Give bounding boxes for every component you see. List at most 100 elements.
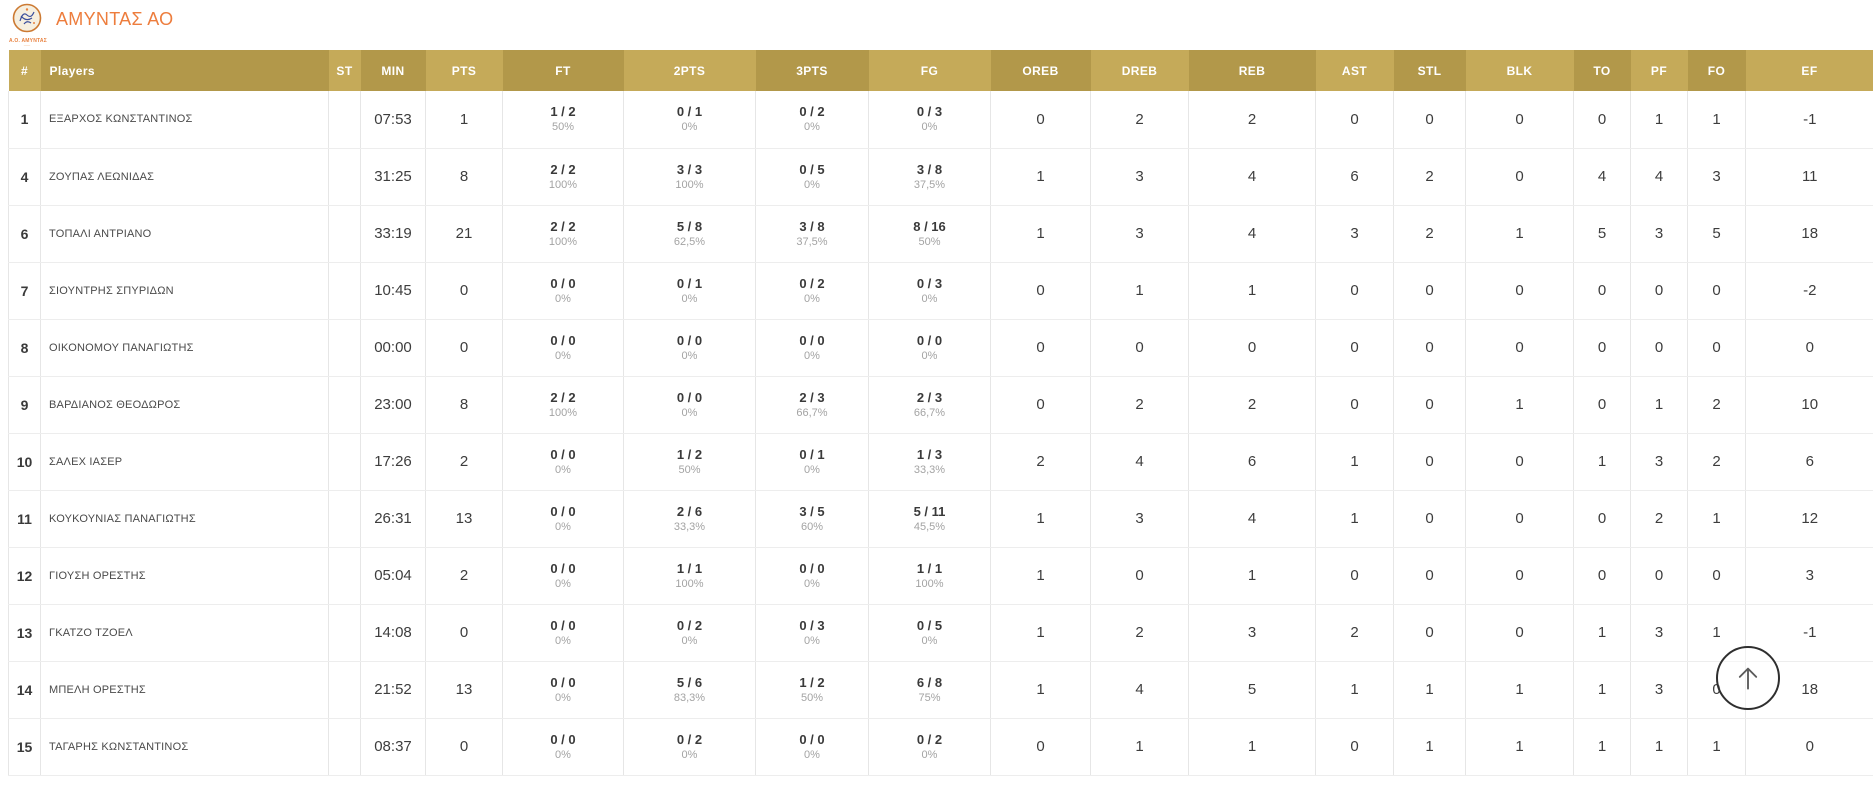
offensive-rebounds-cell: 0	[990, 718, 1091, 776]
assists-cell: 0	[1315, 262, 1394, 320]
free-throws-cell: 0 / 0 0%	[502, 661, 624, 719]
player-row: 14 ΜΠΕΛΗ ΟΡΕΣΤΗΣ 21:52 13 0 / 0 0% 5 / 6 83,3% 1…	[8, 661, 1873, 719]
player-name-cell: ΣΙΟΥΝΤΡΗΣ ΣΠΥΡΙΔΩΝ	[40, 262, 329, 320]
blocks-cell: 0	[1465, 433, 1574, 491]
player-name-cell: ΕΞΑΡΧΟΣ ΚΩΝΣΤΑΝΤΙΝΟΣ	[40, 91, 329, 149]
three-point-shots-cell: 0 / 0 0%	[755, 319, 869, 377]
player-name-cell: ΤΟΠΑΛΙ ΑΝΤΡΙΑΝΟ	[40, 205, 329, 263]
team-name-title: ΑΜΥΝΤΑΣ ΑΟ	[56, 9, 174, 29]
player-number-cell: 10	[8, 433, 41, 491]
starter-flag-cell	[328, 661, 361, 719]
assists-cell: 6	[1315, 148, 1394, 206]
field-goals-cell: 3 / 8 37,5%	[868, 148, 991, 206]
blocks-cell: 0	[1465, 262, 1574, 320]
defensive-rebounds-cell: 2	[1090, 91, 1189, 149]
offensive-rebounds-cell: 0	[990, 319, 1091, 377]
total-rebounds-cell: 4	[1188, 148, 1316, 206]
player-number-cell: 9	[8, 376, 41, 434]
starter-flag-cell	[328, 376, 361, 434]
personal-fouls-cell: 3	[1630, 661, 1688, 719]
column-header-fg: FG	[868, 50, 991, 91]
scroll-to-top-button[interactable]	[1716, 646, 1780, 710]
two-point-shots-cell: 1 / 2 50%	[623, 433, 756, 491]
assists-cell: 0	[1315, 718, 1394, 776]
offensive-rebounds-cell: 1	[990, 547, 1091, 605]
player-number-cell: 4	[8, 148, 41, 206]
free-throws-cell: 2 / 2 100%	[502, 205, 624, 263]
points-cell: 13	[425, 490, 503, 548]
free-throws-cell: 0 / 0 0%	[502, 490, 624, 548]
player-number-cell: 6	[8, 205, 41, 263]
two-point-shots-cell: 3 / 3 100%	[623, 148, 756, 206]
offensive-rebounds-cell: 1	[990, 661, 1091, 719]
total-rebounds-cell: 4	[1188, 205, 1316, 263]
column-header-ft: FT	[502, 50, 624, 91]
blocks-cell: 0	[1465, 319, 1574, 377]
personal-fouls-cell: 1	[1630, 718, 1688, 776]
minutes-played-cell: 23:00	[360, 376, 426, 434]
three-point-shots-cell: 0 / 0 0%	[755, 547, 869, 605]
blocks-cell: 0	[1465, 604, 1574, 662]
total-rebounds-cell: 5	[1188, 661, 1316, 719]
column-header-3pts: 3PTS	[755, 50, 869, 91]
total-rebounds-cell: 6	[1188, 433, 1316, 491]
fouls-drawn-cell: 0	[1687, 547, 1746, 605]
two-point-shots-cell: 1 / 1 100%	[623, 547, 756, 605]
player-row: 15 ΤΑΓΑΡΗΣ ΚΩΝΣΤΑΝΤΙΝΟΣ 08:37 0 0 / 0 0% 0 / 2…	[8, 718, 1873, 776]
player-number-cell: 8	[8, 319, 41, 377]
field-goals-cell: 0 / 3 0%	[868, 262, 991, 320]
assists-cell: 2	[1315, 604, 1394, 662]
steals-cell: 0	[1393, 433, 1466, 491]
defensive-rebounds-cell: 2	[1090, 376, 1189, 434]
field-goals-cell: 5 / 11 45,5%	[868, 490, 991, 548]
efficiency-cell: 12	[1745, 490, 1873, 548]
fouls-drawn-cell: 3	[1687, 148, 1746, 206]
starter-flag-cell	[328, 205, 361, 263]
two-point-shots-cell: 2 / 6 33,3%	[623, 490, 756, 548]
free-throws-cell: 2 / 2 100%	[502, 148, 624, 206]
blocks-cell: 0	[1465, 148, 1574, 206]
three-point-shots-cell: 2 / 3 66,7%	[755, 376, 869, 434]
column-header-dreb: DREB	[1090, 50, 1189, 91]
fouls-drawn-cell: 0	[1687, 319, 1746, 377]
personal-fouls-cell: 2	[1630, 490, 1688, 548]
starter-flag-cell	[328, 262, 361, 320]
personal-fouls-cell: 0	[1630, 262, 1688, 320]
player-number-cell: 12	[8, 547, 41, 605]
field-goals-cell: 2 / 3 66,7%	[868, 376, 991, 434]
two-point-shots-cell: 0 / 0 0%	[623, 319, 756, 377]
total-rebounds-cell: 2	[1188, 376, 1316, 434]
turnovers-cell: 0	[1573, 376, 1631, 434]
minutes-played-cell: 14:08	[360, 604, 426, 662]
efficiency-cell: 0	[1745, 319, 1873, 377]
three-point-shots-cell: 0 / 3 0%	[755, 604, 869, 662]
player-number-cell: 13	[8, 604, 41, 662]
free-throws-cell: 0 / 0 0%	[502, 718, 624, 776]
fouls-drawn-cell: 1	[1687, 718, 1746, 776]
field-goals-cell: 0 / 2 0%	[868, 718, 991, 776]
free-throws-cell: 1 / 2 50%	[502, 91, 624, 149]
assists-cell: 1	[1315, 433, 1394, 491]
defensive-rebounds-cell: 3	[1090, 148, 1189, 206]
turnovers-cell: 0	[1573, 262, 1631, 320]
free-throws-cell: 0 / 0 0%	[502, 319, 624, 377]
minutes-played-cell: 33:19	[360, 205, 426, 263]
defensive-rebounds-cell: 0	[1090, 319, 1189, 377]
offensive-rebounds-cell: 1	[990, 148, 1091, 206]
points-cell: 0	[425, 262, 503, 320]
defensive-rebounds-cell: 0	[1090, 547, 1189, 605]
minutes-played-cell: 26:31	[360, 490, 426, 548]
offensive-rebounds-cell: 1	[990, 604, 1091, 662]
steals-cell: 0	[1393, 376, 1466, 434]
team-logo-sub-line: ⸺	[23, 43, 31, 48]
starter-flag-cell	[328, 91, 361, 149]
efficiency-cell: -1	[1745, 91, 1873, 149]
total-rebounds-cell: 3	[1188, 604, 1316, 662]
three-point-shots-cell: 0 / 1 0%	[755, 433, 869, 491]
fouls-drawn-cell: 2	[1687, 433, 1746, 491]
starter-flag-cell	[328, 148, 361, 206]
assists-cell: 0	[1315, 319, 1394, 377]
personal-fouls-cell: 3	[1630, 604, 1688, 662]
